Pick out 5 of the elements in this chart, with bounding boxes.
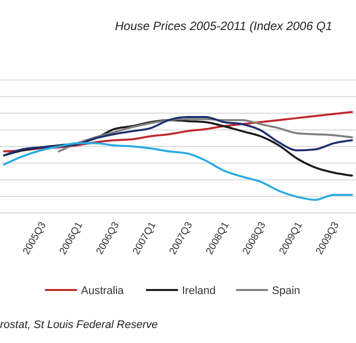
text: rostat, St Louis Federal Reserve [0,319,158,331]
legend-label: Ireland [182,285,216,297]
legend-label: Australia [81,285,125,297]
legend-label: Spain [272,285,300,297]
chart-title: House Prices 2005-2011 (Index 2006 Q1 [115,19,332,33]
